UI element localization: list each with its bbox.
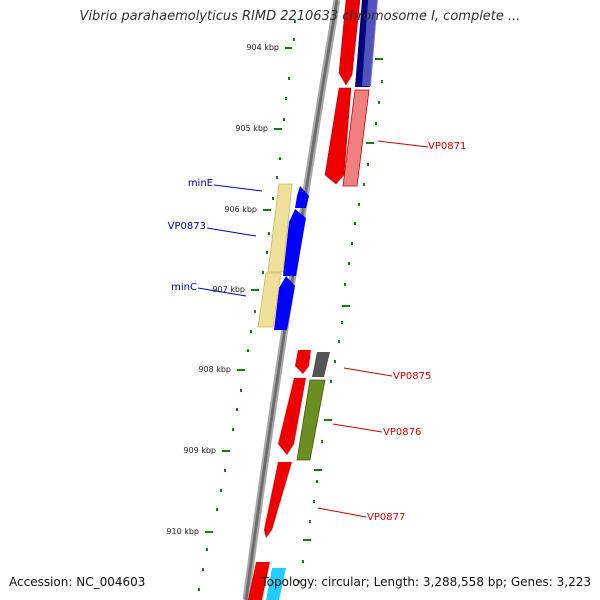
label-mine[interactable]: minE (188, 178, 213, 189)
label-vp0871[interactable]: VP0871 (428, 141, 466, 152)
gene-cyan[interactable] (266, 568, 286, 600)
tick-label-907: 907 kbp (212, 285, 245, 294)
gene-labels[interactable]: VP0871 minE VP0873 minC VP0875 VP0876 VP… (168, 141, 467, 523)
outer-dots (198, 20, 296, 591)
tick-label-908: 908 kbp (198, 365, 231, 374)
label-vp0873[interactable]: VP0873 (168, 221, 206, 232)
label-vp0875[interactable]: VP0875 (393, 371, 431, 382)
tick-label-905: 905 kbp (235, 124, 268, 133)
gene-vp0877[interactable] (264, 462, 292, 538)
gene-vp0876[interactable] (296, 379, 326, 461)
gene-forward-4[interactable] (278, 378, 306, 455)
gene-forward-2[interactable] (324, 87, 352, 185)
gene-vp0875[interactable] (312, 352, 330, 377)
topology-label: Topology: circular; Length: 3,288,558 bp… (261, 575, 591, 589)
tick-label-906: 906 kbp (224, 205, 257, 214)
inner-dots (298, 80, 383, 583)
gene-reverse-top-2[interactable] (362, 0, 378, 86)
map-title: Vibrio parahaemolyticus RIMD 2210633 chr… (79, 9, 521, 24)
label-minc[interactable]: minC (171, 282, 197, 293)
gene-forward-3[interactable] (295, 350, 311, 374)
reference-dots (198, 20, 383, 591)
gene-mine[interactable] (295, 186, 309, 208)
gene-yellow-2[interactable] (257, 272, 282, 328)
gene-forward-5[interactable] (248, 562, 270, 600)
gene-forward-top-1[interactable] (338, 0, 361, 86)
label-vp0877[interactable]: VP0877 (367, 512, 405, 523)
genes[interactable] (248, 0, 378, 600)
tick-label-904: 904 kbp (246, 43, 279, 52)
tick-label-909: 909 kbp (183, 446, 216, 455)
gene-minc[interactable] (274, 276, 295, 330)
tick-marks (205, 47, 383, 541)
tick-labels: 904 kbp 905 kbp 906 kbp 907 kbp 908 kbp … (166, 43, 279, 536)
gene-yellow-1[interactable] (267, 183, 293, 273)
tick-label-910: 910 kbp (166, 527, 199, 536)
accession-label: Accession: NC_004603 (9, 575, 146, 589)
gene-vp0873[interactable] (283, 209, 306, 276)
leader-lines (197, 140, 429, 518)
gene-vp0871[interactable] (342, 89, 370, 187)
label-vp0876[interactable]: VP0876 (383, 427, 421, 438)
